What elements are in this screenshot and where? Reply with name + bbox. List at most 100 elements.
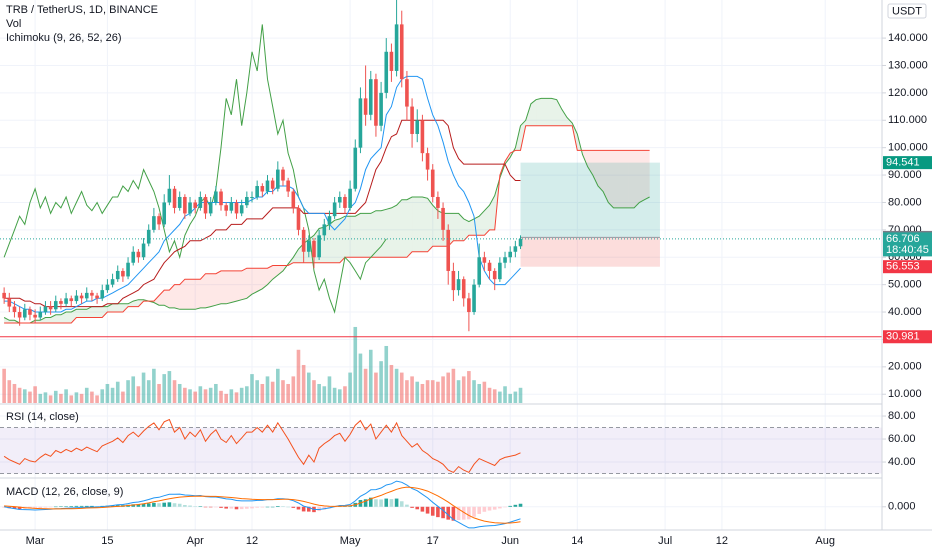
volume-bar (363, 368, 368, 403)
cloud-fill (468, 218, 475, 236)
cloud-fill (463, 218, 469, 241)
macd-histogram-bar (405, 504, 409, 507)
candle-body (53, 301, 58, 310)
cloud-fill (639, 150, 645, 203)
volume-bar (12, 383, 17, 403)
cloud-fill (427, 198, 433, 252)
macd-histogram-bar (487, 506, 492, 511)
cloud-fill (252, 268, 258, 295)
price-badge (883, 156, 932, 170)
currency-box[interactable] (887, 3, 927, 19)
macd-histogram-bar (276, 506, 280, 507)
volume-bar (90, 391, 94, 403)
candle-body (22, 309, 27, 318)
volume-bar (518, 387, 523, 403)
macd-histogram-bar (188, 505, 192, 507)
volume-bar (286, 383, 290, 403)
cloud-fill (339, 216, 345, 263)
volume-bar (498, 391, 502, 403)
cloud-fill (386, 207, 392, 258)
cloud-fill (391, 205, 397, 258)
currency-label[interactable]: USDT (892, 5, 922, 17)
candle-body (214, 191, 218, 203)
ichimoku-base (4, 119, 521, 308)
macd-histogram-bar (291, 506, 296, 508)
macd-histogram-bar (43, 506, 48, 508)
candle-body (69, 298, 74, 302)
candle-body (250, 196, 254, 198)
candle-body (415, 120, 420, 134)
cloud-fill (231, 270, 237, 303)
price-badge-label: 56.553 (886, 261, 920, 273)
volume-bar (281, 380, 285, 403)
macd-histogram-bar (12, 506, 17, 509)
cloud-fill (50, 314, 56, 324)
candle-body (436, 196, 440, 208)
candle-body (43, 306, 48, 313)
x-tick-label: Aug (815, 535, 835, 547)
candle-body (239, 205, 244, 214)
cloud-fill (195, 279, 201, 310)
volume-bar (59, 393, 63, 403)
macd-histogram-bar (193, 506, 197, 507)
cloud-fill (133, 299, 139, 307)
rsi-band (0, 427, 882, 474)
cloud-fill (190, 279, 196, 310)
rsi-line (3, 418, 521, 474)
cloud-fill (241, 268, 247, 300)
y-tick-label: 80.000 (888, 196, 922, 208)
macd-histogram-bar (167, 502, 172, 507)
candle-body (183, 196, 187, 214)
cloud-fill (603, 150, 609, 203)
candle-body (74, 295, 79, 302)
cloud-fill (205, 273, 211, 308)
candle-body (121, 270, 125, 277)
symbol-title: TRB / TetherUS, 1D, BINANCE (6, 4, 158, 16)
volume-bar (322, 386, 327, 403)
candle-body (28, 309, 32, 315)
cloud-fill (169, 284, 175, 308)
candle-body (358, 98, 363, 148)
volume-bar (167, 371, 172, 403)
volume-bar (188, 389, 192, 403)
volume-bar (332, 387, 337, 403)
volume-bar (110, 387, 115, 403)
y-tick-label: 80.00 (888, 410, 916, 422)
candle-body (301, 229, 306, 252)
cloud-fill (628, 150, 635, 208)
indicator-panes (0, 418, 882, 529)
volume-bar (436, 381, 440, 403)
macd-histogram-bar (131, 504, 136, 507)
macd-histogram-bar (322, 506, 327, 510)
candle-body (136, 251, 141, 258)
candle-body (152, 216, 156, 230)
macd-histogram-bar (394, 498, 399, 507)
macd-histogram-bar (477, 506, 482, 514)
candle-body (472, 284, 476, 313)
x-tick-label: 12 (716, 535, 728, 547)
volume-bar (193, 391, 197, 403)
macd-histogram-bar (141, 503, 146, 507)
volume-bar (430, 380, 435, 403)
cloud-fill (597, 150, 604, 192)
volume-bar (389, 364, 394, 403)
cloud-fill (453, 213, 459, 241)
candle-body (332, 202, 337, 217)
volume-bar (405, 380, 409, 403)
volume-bar (38, 393, 43, 403)
macd-histogram-bar (219, 506, 223, 508)
macd-histogram-bar (177, 503, 182, 507)
cloud-fill (365, 213, 371, 258)
cloud-fill (9, 320, 15, 324)
candle-body (446, 229, 451, 271)
candle-body (110, 279, 115, 285)
volume-bar (343, 386, 347, 403)
ichimoku-lead-b (4, 125, 650, 324)
candle-body (126, 262, 130, 277)
macd-histogram-bar (146, 503, 151, 507)
price-badge-label: 94.541 (886, 157, 920, 169)
volume-bar (172, 380, 177, 403)
volume-bar (157, 383, 161, 403)
macd-histogram-bar (461, 506, 466, 520)
macd-histogram-bar (110, 505, 115, 507)
